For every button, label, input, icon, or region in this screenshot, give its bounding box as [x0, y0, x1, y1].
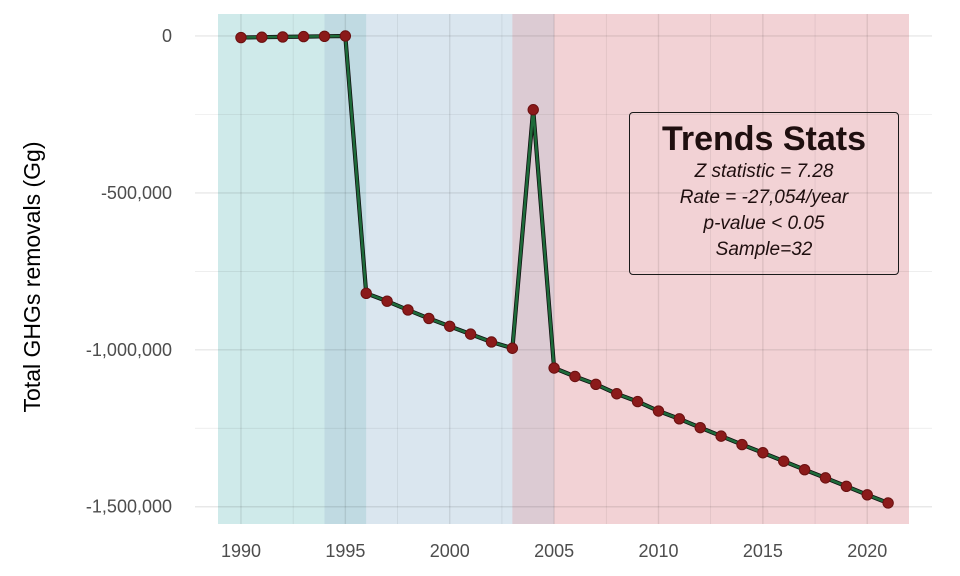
stats-p-value: p-value < 0.05: [703, 213, 825, 234]
data-point: [506, 342, 519, 354]
data-point: [798, 464, 811, 476]
series-layer: [235, 30, 894, 509]
period-band-3: [366, 14, 513, 524]
data-point: [590, 378, 602, 391]
data-point: [318, 30, 331, 42]
data-point: [339, 30, 352, 42]
data-point: [527, 104, 539, 116]
x-tick-label: 1990: [221, 541, 261, 561]
x-tick-labels: 1990 1995 2000 2005 2010 2015 2020: [221, 541, 887, 561]
data-point: [631, 395, 644, 408]
data-point: [402, 304, 414, 316]
period-band-1: [218, 14, 325, 524]
stats-z-statistic: Z statistic = 7.28: [694, 161, 834, 182]
stats-sample: Sample=32: [715, 239, 813, 260]
data-point: [778, 455, 790, 467]
y-tick-label: -1,000,000: [86, 340, 172, 360]
y-axis-title: Total GHGs removals (Gg): [19, 142, 45, 413]
data-point: [485, 336, 498, 348]
data-point: [840, 480, 853, 493]
trends-stats-box: Trends Stats Z statistic = 7.28 Rate = -…: [629, 112, 899, 275]
x-tick-label: 2000: [430, 541, 470, 561]
data-point: [444, 320, 456, 332]
data-point: [297, 30, 310, 43]
y-tick-labels: 0 -500,000 -1,000,000 -1,500,000: [86, 26, 172, 517]
y-tick-label: 0: [162, 26, 172, 46]
x-tick-label: 2005: [534, 541, 574, 561]
data-point: [569, 370, 581, 383]
data-point: [861, 489, 873, 501]
data-point: [694, 421, 706, 434]
x-tick-label: 2015: [743, 541, 783, 561]
data-point: [464, 328, 477, 340]
stats-rate: Rate = -27,054/year: [679, 187, 849, 208]
x-tick-label: 2010: [638, 541, 678, 561]
data-point: [819, 472, 832, 484]
x-tick-label: 1995: [325, 541, 365, 561]
data-point: [256, 31, 268, 43]
data-point: [277, 31, 289, 43]
data-point: [652, 405, 665, 417]
data-point: [882, 497, 894, 509]
gridlines: [195, 14, 932, 524]
data-point: [611, 388, 623, 400]
data-point: [360, 287, 372, 300]
data-point: [235, 31, 247, 44]
data-point: [423, 312, 435, 325]
data-point: [736, 438, 748, 451]
data-point: [548, 362, 560, 374]
data-point: [715, 430, 727, 442]
stats-title: Trends Stats: [661, 120, 867, 158]
period-band-2: [324, 14, 367, 524]
data-point: [381, 295, 393, 307]
y-tick-label: -1,500,000: [86, 497, 172, 517]
x-tick-label: 2020: [847, 541, 887, 561]
data-point: [673, 413, 686, 425]
y-tick-label: -500,000: [101, 183, 172, 203]
data-point: [757, 447, 769, 459]
